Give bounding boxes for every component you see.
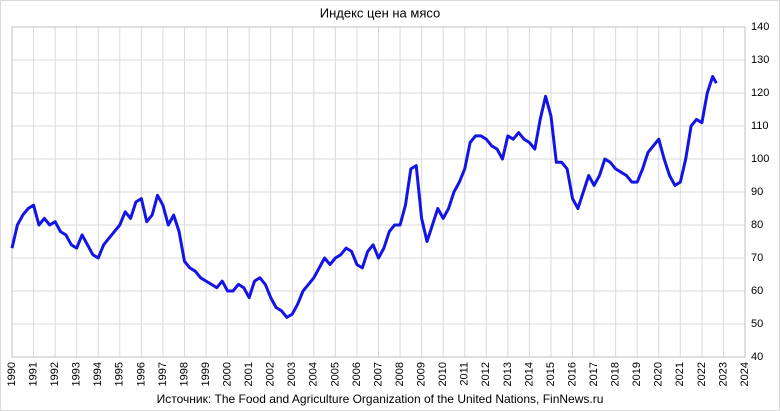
x-tick-label: 2019 xyxy=(631,362,643,386)
plot-frame xyxy=(11,26,746,358)
y-tick-label: 40 xyxy=(751,351,763,363)
x-tick-label: 2007 xyxy=(372,362,384,386)
x-tick-label: 2023 xyxy=(717,362,729,386)
x-tick-label: 1990 xyxy=(6,362,18,386)
x-tick-label: 2020 xyxy=(653,362,665,386)
x-tick-label: 1991 xyxy=(27,362,39,386)
x-tick-label: 1994 xyxy=(92,362,104,386)
x-tick-label: 2024 xyxy=(739,362,751,386)
x-tick-label: 2005 xyxy=(329,362,341,386)
x-tick-label: 2021 xyxy=(674,362,686,386)
chart-title: Индекс цен на мясо xyxy=(320,5,440,20)
y-tick-label: 80 xyxy=(751,219,763,231)
x-tick-label: 2014 xyxy=(523,362,535,386)
y-tick-label: 140 xyxy=(751,21,769,33)
x-tick-label: 2013 xyxy=(502,362,514,386)
y-tick-label: 100 xyxy=(751,153,769,165)
x-tick-label: 2011 xyxy=(459,362,471,386)
x-tick-label: 2015 xyxy=(545,362,557,386)
y-tick-label: 60 xyxy=(751,285,763,297)
x-tick-label: 2006 xyxy=(351,362,363,386)
y-tick-label: 70 xyxy=(751,252,763,264)
x-tick-label: 1992 xyxy=(49,362,61,386)
x-tick-label: 1996 xyxy=(135,362,147,386)
x-tick-label: 1999 xyxy=(200,362,212,386)
y-tick-label: 110 xyxy=(751,120,769,132)
x-tick-label: 1993 xyxy=(71,362,83,386)
x-tick-label: 1998 xyxy=(178,362,190,386)
x-tick-label: 1995 xyxy=(114,362,126,386)
x-tick-label: 2022 xyxy=(696,362,708,386)
x-tick-label: 2000 xyxy=(221,362,233,386)
x-tick-label: 2017 xyxy=(588,362,600,386)
x-tick-label: 2010 xyxy=(437,362,449,386)
x-tick-label: 2012 xyxy=(480,362,492,386)
x-tick-label: 2002 xyxy=(265,362,277,386)
source-note: Источник: The Food and Agriculture Organ… xyxy=(157,392,604,406)
x-tick-label: 2003 xyxy=(286,362,298,386)
x-tick-label: 2001 xyxy=(243,362,255,386)
x-tick-label: 2018 xyxy=(610,362,622,386)
y-tick-label: 120 xyxy=(751,87,769,99)
data-line xyxy=(10,75,718,319)
x-tick-label: 2016 xyxy=(566,362,578,386)
y-tick-label: 90 xyxy=(751,186,763,198)
x-tick-label: 1997 xyxy=(157,362,169,386)
x-tick-label: 2004 xyxy=(308,362,320,386)
x-tick-label: 2009 xyxy=(416,362,428,386)
y-tick-label: 50 xyxy=(751,318,763,330)
y-tick-label: 130 xyxy=(751,54,769,66)
x-tick-label: 2008 xyxy=(394,362,406,386)
